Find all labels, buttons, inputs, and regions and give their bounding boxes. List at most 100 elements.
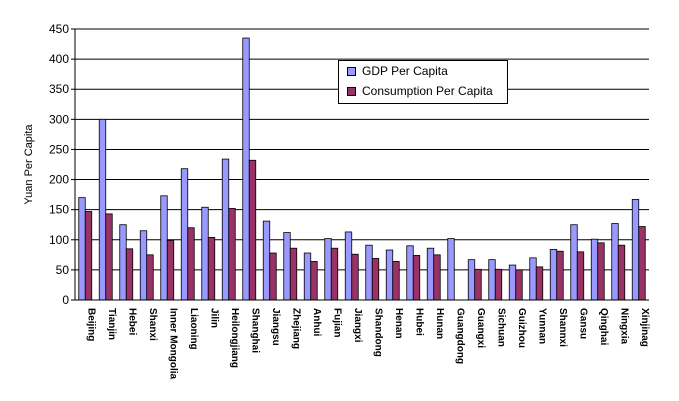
bar-consumption — [494, 268, 503, 301]
x-category-label: Henan — [393, 308, 404, 339]
legend-item-consumption: Consumption Per Capita — [339, 81, 507, 101]
x-category-label: Zhejiang — [290, 308, 301, 349]
bar-gdp — [426, 247, 435, 301]
bar-consumption — [310, 261, 318, 301]
bar-gdp — [180, 168, 189, 301]
y-tick-label: 200 — [49, 173, 69, 187]
bar-gdp — [467, 259, 476, 301]
x-category-label: Liaoning — [188, 308, 199, 350]
legend: GDP Per Capita Consumption Per Capita — [338, 60, 508, 104]
y-tick-label: 100 — [49, 233, 69, 247]
y-tick-label: 0 — [62, 293, 69, 307]
bar-consumption — [556, 250, 564, 301]
bar-gdp — [488, 259, 496, 301]
bar-gdp — [631, 199, 640, 301]
bar-consumption — [289, 247, 298, 301]
x-category-label: Hebei — [126, 308, 137, 335]
legend-label-consumption: Consumption Per Capita — [362, 84, 493, 98]
bar-consumption — [617, 244, 626, 301]
x-category-label: Guangxi — [475, 308, 486, 348]
x-category-label: Beijing — [85, 308, 96, 341]
x-category-label: Qinghai — [598, 308, 609, 345]
x-category-label: Fujian — [331, 308, 342, 337]
x-category-label: Shandong — [372, 308, 383, 357]
y-tick-label: 50 — [56, 263, 70, 277]
bar-consumption — [105, 213, 113, 301]
bar-gdp — [324, 238, 332, 301]
x-category-label: Shannxi — [557, 308, 568, 347]
bar-gdp — [242, 37, 250, 301]
bar-gdp — [344, 231, 353, 301]
legend-item-gdp: GDP Per Capita — [339, 61, 507, 81]
bar-consumption — [207, 236, 216, 301]
bar-consumption — [638, 226, 646, 301]
bar-consumption — [269, 252, 277, 301]
bar-consumption — [412, 255, 421, 301]
bar-consumption — [330, 247, 339, 301]
bar-consumption — [515, 269, 523, 301]
bar-gdp — [508, 264, 517, 301]
y-axis-label: Yuan Per Capita — [23, 124, 35, 205]
x-category-label: Hubei — [413, 308, 424, 336]
bar-gdp — [119, 224, 127, 301]
bar-gdp — [283, 232, 291, 301]
bar-gdp — [160, 195, 168, 301]
bar-consumption — [146, 254, 154, 301]
x-category-label: Inner Mongolia — [167, 308, 178, 380]
bar-gdp — [98, 118, 107, 301]
legend-swatch-consumption — [347, 86, 356, 96]
x-category-label: Xinjinag — [639, 308, 650, 347]
bar-consumption — [535, 266, 544, 301]
y-axis-ticks: 0 50 100 150 200 250 300 350 400 450 — [49, 22, 75, 307]
x-category-label: Jiangsu — [270, 308, 281, 346]
x-category-label: Sichuan — [495, 308, 506, 347]
x-category-label: Guizhou — [516, 308, 527, 348]
bar-consumption — [597, 242, 605, 301]
y-tick-label: 400 — [49, 52, 69, 66]
bar-consumption — [351, 253, 359, 301]
x-category-label: Jilin — [208, 308, 219, 328]
y-tick-label: 350 — [49, 82, 69, 96]
bar-consumption — [125, 248, 134, 301]
bar-gdp — [447, 238, 455, 301]
bar-consumption — [474, 268, 482, 301]
bar-consumption — [84, 211, 93, 301]
bar-consumption — [248, 159, 257, 301]
bar-gdp — [529, 257, 537, 301]
bar-gdp — [303, 252, 312, 301]
bar-gdp — [365, 244, 373, 301]
bar-gdp — [570, 224, 578, 301]
legend-swatch-gdp — [347, 66, 356, 76]
x-category-label: Anhui — [311, 308, 322, 337]
y-tick-label: 250 — [49, 142, 69, 156]
x-category-label: Jiangxi — [352, 308, 363, 343]
x-category-label: Guangdong — [454, 308, 465, 364]
bars — [78, 37, 646, 301]
y-tick-label: 300 — [49, 112, 69, 126]
x-category-label: Heilongjiang — [229, 308, 240, 368]
bar-gdp — [201, 206, 209, 301]
bar-consumption — [433, 254, 441, 301]
bar-consumption — [187, 227, 195, 301]
bar-gdp — [78, 197, 86, 301]
bar-gdp — [406, 245, 414, 301]
bar-gdp — [221, 158, 230, 301]
x-category-label: Ningxia — [618, 308, 629, 345]
bar-gdp — [262, 220, 271, 301]
y-tick-label: 150 — [49, 203, 69, 217]
bar-consumption — [228, 208, 236, 301]
x-category-label: Tianjin — [106, 308, 117, 340]
bar-gdp — [385, 249, 394, 301]
x-category-label: Gansu — [577, 308, 588, 339]
bar-gdp — [139, 230, 148, 301]
x-category-label: Shanxi — [147, 308, 158, 341]
x-category-label: Yunnan — [536, 308, 547, 344]
bar-gdp — [590, 238, 599, 301]
legend-label-gdp: GDP Per Capita — [362, 64, 448, 78]
y-tick-label: 450 — [49, 22, 69, 36]
x-category-label: Shanghai — [249, 308, 260, 353]
x-category-label: Hunan — [434, 308, 445, 339]
bar-consumption — [576, 251, 585, 301]
bar-consumption — [392, 261, 400, 301]
